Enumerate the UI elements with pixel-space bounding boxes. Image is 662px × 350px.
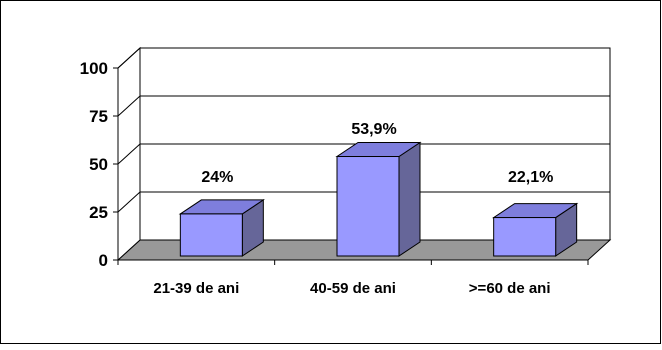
- gridline-100: [117, 47, 610, 69]
- bar-1: [178, 198, 265, 257]
- bar-front: [336, 156, 400, 257]
- gridline-25: [117, 191, 610, 213]
- x-tick-label: >=60 de ani: [469, 280, 551, 297]
- gridline-75: [117, 95, 610, 117]
- bar-front: [493, 217, 557, 257]
- bar-front: [179, 213, 243, 257]
- data-label: 22,1%: [508, 169, 553, 186]
- y-axis-tick-labels: 0 25 50 75 100: [80, 59, 118, 270]
- data-labels: 24% 53,9% 22,1%: [201, 121, 553, 186]
- x-tick-label: 40-59 de ani: [310, 280, 396, 297]
- gridline-50: [117, 143, 610, 165]
- y-tick-label: 0: [99, 251, 108, 270]
- y-tick-label: 100: [80, 59, 108, 78]
- bar-2: [335, 141, 422, 257]
- y-tick-label: 25: [89, 203, 108, 222]
- gridlines: [117, 47, 610, 213]
- bar-side: [398, 141, 421, 257]
- y-tick-label: 75: [89, 107, 108, 126]
- bar-3: [492, 202, 579, 257]
- bars: [178, 141, 579, 257]
- x-tick-label: 21-39 de ani: [153, 280, 239, 297]
- x-axis-tick-labels: 21-39 de ani 40-59 de ani >=60 de ani: [117, 260, 589, 297]
- data-label: 53,9%: [351, 121, 396, 138]
- y-tick-label: 50: [89, 155, 108, 174]
- data-label: 24%: [201, 169, 233, 186]
